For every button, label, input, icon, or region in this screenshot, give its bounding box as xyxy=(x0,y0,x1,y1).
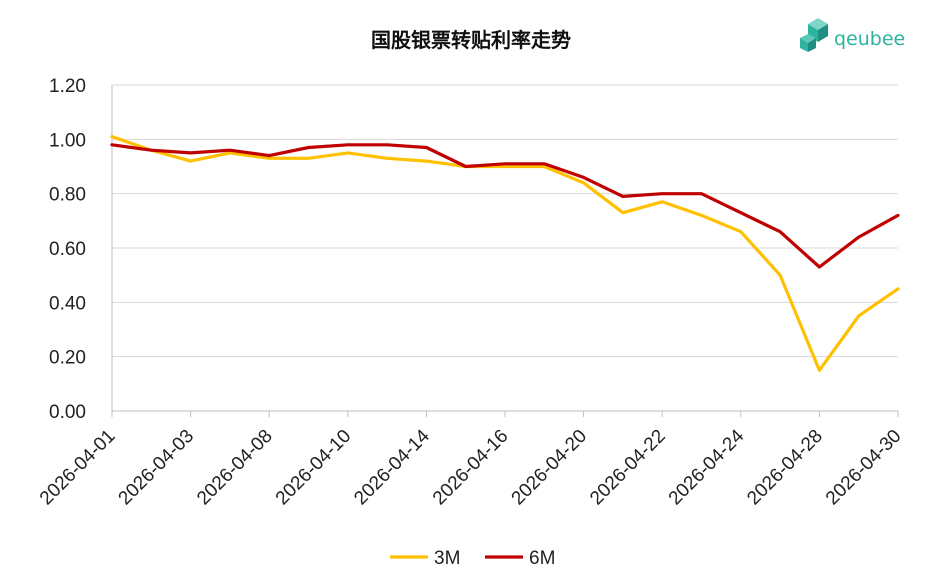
x-tick-label: 2026-04-03 xyxy=(115,426,199,510)
y-tick-label: 0.00 xyxy=(49,402,86,423)
brand-logo: qeubee xyxy=(800,18,905,52)
x-tick-label: 2026-04-01 xyxy=(36,426,120,510)
x-tick-label: 2026-04-24 xyxy=(665,425,749,509)
x-tick-label: 2026-04-28 xyxy=(743,426,827,510)
x-tick-label: 2026-04-08 xyxy=(193,426,277,510)
y-tick-label: 0.20 xyxy=(49,348,86,369)
x-tick-label: 2026-04-30 xyxy=(822,426,906,510)
x-tick-label: 2026-04-22 xyxy=(586,426,670,510)
y-tick-label: 1.20 xyxy=(49,76,86,97)
series-lines xyxy=(110,135,900,372)
x-axis-ticks: 2026-04-012026-04-032026-04-082026-04-10… xyxy=(36,411,906,509)
gridlines xyxy=(112,84,898,358)
chart-title: 国股银票转贴利率走势 xyxy=(371,28,571,52)
x-tick-label: 2026-04-10 xyxy=(272,426,356,510)
series-line-3m xyxy=(110,135,900,372)
brand-name: qeubee xyxy=(834,28,905,50)
series-line-6m xyxy=(110,143,900,269)
y-tick-label: 1.00 xyxy=(49,130,86,151)
y-tick-label: 0.40 xyxy=(49,293,86,314)
x-tick-label: 2026-04-16 xyxy=(429,426,513,510)
legend-label-3m: 3M xyxy=(434,548,460,569)
y-tick-label: 0.60 xyxy=(49,239,86,260)
y-tick-label: 0.80 xyxy=(49,185,86,206)
y-axis-ticks: 0.00 0.20 0.40 0.60 0.80 1.00 1.20 xyxy=(49,76,86,423)
legend-label-6m: 6M xyxy=(529,548,555,569)
cube-logo-icon xyxy=(800,18,828,52)
x-tick-label: 2026-04-14 xyxy=(350,425,434,509)
x-tick-label: 2026-04-20 xyxy=(508,426,592,510)
legend: 3M 6M xyxy=(390,548,555,569)
